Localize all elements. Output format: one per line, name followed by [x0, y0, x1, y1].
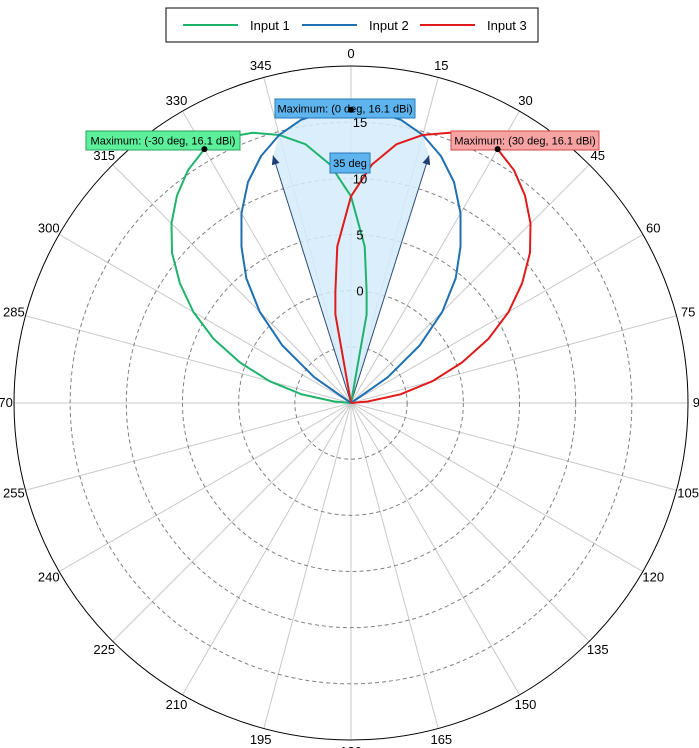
- max-marker-2: [348, 106, 354, 113]
- spoke-30: [350, 110, 520, 404]
- spoke-285: [25, 315, 352, 404]
- spoke-225: [112, 402, 352, 642]
- angle-tick-75: 75: [681, 305, 695, 320]
- ring-15: [69, 121, 633, 685]
- beamwidth-arrow-right: [422, 155, 431, 166]
- max-marker-3: [494, 146, 501, 153]
- legend-label-1: Input 1: [250, 18, 290, 33]
- spoke-75: [350, 315, 677, 404]
- angle-tick-240: 240: [38, 570, 60, 585]
- angle-tick-0: 0: [347, 46, 354, 61]
- max-label-box-2: [274, 98, 416, 119]
- grid: [13, 65, 689, 741]
- radial-tick-0: 0: [356, 284, 363, 299]
- angle-tick-15: 15: [434, 58, 448, 73]
- beamwidth-label: 35 deg: [329, 152, 371, 174]
- angle-tick-345: 345: [250, 58, 272, 73]
- angle-tick-270: 270: [0, 395, 13, 410]
- series-line-1: [170, 131, 368, 404]
- outer-ring: [13, 65, 689, 741]
- angle-tick-60: 60: [646, 221, 660, 236]
- angle-tick-195: 195: [250, 732, 272, 747]
- angle-tick-135: 135: [587, 642, 609, 657]
- max-annotation-3: Maximum: (30 deg, 16.1 dBi): [450, 130, 600, 153]
- beamwidth-right-edge: [350, 155, 430, 404]
- angle-tick-105: 105: [677, 485, 699, 500]
- legend: Input 1 Input 2 Input 3: [165, 7, 539, 43]
- max-marker-1: [201, 146, 208, 153]
- radial-tick-10: 10: [353, 171, 367, 186]
- radial-tick-5: 5: [356, 228, 363, 243]
- beamwidth-label-box: [329, 152, 371, 174]
- beamwidth-region: [271, 109, 431, 404]
- angle-tick-315: 315: [93, 148, 115, 163]
- angle-tick-225: 225: [93, 642, 115, 657]
- ring--5: [294, 346, 408, 460]
- beamwidth-label-text: 35 deg: [333, 158, 367, 170]
- annotations: Maximum: (-30 deg, 16.1 dBi) Maximum: (0 …: [85, 98, 600, 174]
- beamwidth-left-edge: [272, 155, 352, 404]
- spoke-120: [350, 402, 644, 572]
- max-annotation-2: Maximum: (0 deg, 16.1 dBi): [274, 98, 416, 119]
- max-annotation-1: Maximum: (-30 deg, 16.1 dBi): [85, 130, 241, 153]
- angle-tick-45: 45: [591, 148, 605, 163]
- angle-tick-90: 90: [693, 395, 699, 410]
- angle-tick-120: 120: [642, 570, 664, 585]
- series-line-3: [334, 131, 532, 404]
- max-label-text-2: Maximum: (0 deg, 16.1 dBi): [277, 104, 412, 116]
- legend-label-3: Input 3: [487, 18, 527, 33]
- angle-tick-285: 285: [3, 305, 25, 320]
- angle-tick-255: 255: [3, 485, 25, 500]
- angle-tick-150: 150: [515, 697, 537, 712]
- spoke-135: [350, 402, 590, 642]
- angle-tick-210: 210: [166, 697, 188, 712]
- radial-tick-15: 15: [353, 115, 367, 130]
- spoke-240: [58, 402, 352, 572]
- beamwidth-arrow-left: [271, 155, 280, 166]
- angle-tick-30: 30: [518, 93, 532, 108]
- beamwidth-fill: [272, 109, 430, 403]
- max-label-box-1: [85, 130, 241, 151]
- max-label-box-3: [450, 130, 600, 151]
- angle-tick-180: 180: [340, 744, 362, 748]
- tick-labels: 0153045607590105120135150165180195210225…: [0, 46, 699, 748]
- angle-tick-300: 300: [38, 221, 60, 236]
- max-label-text-3: Maximum: (30 deg, 16.1 dBi): [454, 136, 595, 148]
- max-label-text-1: Maximum: (-30 deg, 16.1 dBi): [91, 136, 236, 148]
- legend-label-2: Input 2: [369, 18, 409, 33]
- angle-tick-165: 165: [430, 732, 452, 747]
- angle-tick-330: 330: [166, 93, 188, 108]
